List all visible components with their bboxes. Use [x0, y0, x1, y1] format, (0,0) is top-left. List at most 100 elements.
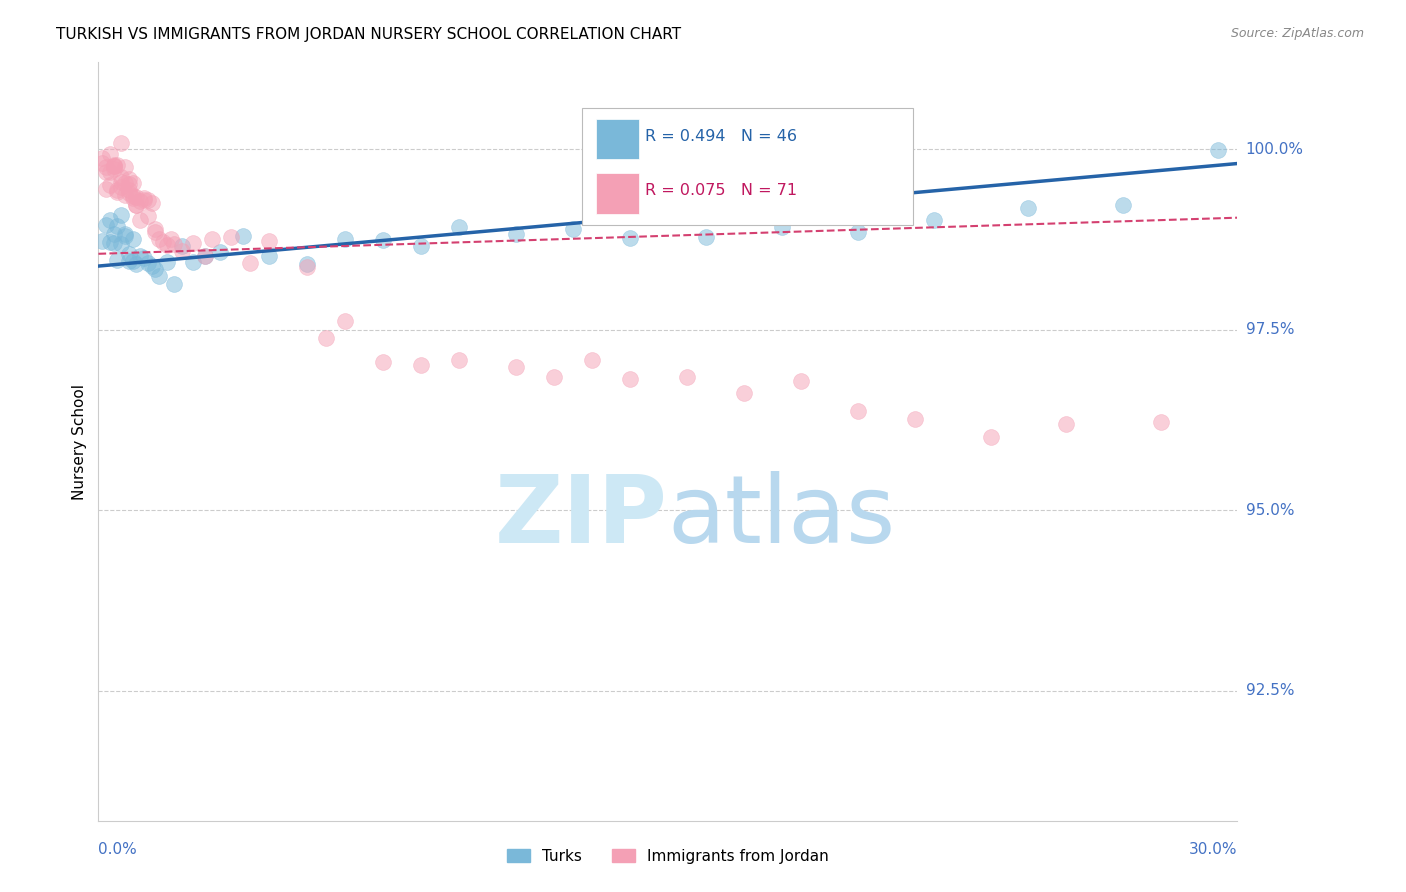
- Point: [259, 234, 281, 248]
- Point: [159, 232, 181, 246]
- Point: [129, 194, 152, 209]
- Point: [91, 234, 114, 248]
- Point: [1018, 201, 1040, 215]
- Point: [125, 198, 148, 212]
- Point: [335, 314, 357, 328]
- Point: [770, 220, 793, 235]
- Point: [505, 359, 527, 374]
- Point: [183, 236, 205, 251]
- Point: [581, 352, 603, 367]
- Legend: Turks, Immigrants from Jordan: Turks, Immigrants from Jordan: [501, 843, 835, 870]
- Point: [125, 190, 148, 204]
- Point: [145, 226, 167, 240]
- Point: [98, 178, 121, 192]
- Point: [121, 253, 143, 268]
- Point: [315, 331, 337, 345]
- Point: [103, 159, 125, 173]
- Point: [118, 253, 141, 268]
- Point: [790, 374, 813, 388]
- Y-axis label: Nursery School: Nursery School: [72, 384, 87, 500]
- Point: [141, 259, 163, 273]
- Point: [107, 186, 129, 200]
- Point: [259, 249, 281, 263]
- Point: [107, 158, 129, 172]
- Point: [118, 247, 141, 261]
- Point: [411, 238, 433, 252]
- Point: [103, 161, 125, 176]
- Point: [695, 229, 717, 244]
- Point: [1208, 144, 1230, 158]
- Point: [1056, 417, 1078, 431]
- Point: [107, 183, 129, 197]
- Point: [114, 160, 136, 174]
- Point: [129, 213, 152, 227]
- Point: [98, 165, 121, 179]
- Point: [239, 256, 262, 270]
- Point: [103, 227, 125, 242]
- Point: [543, 370, 565, 384]
- Point: [103, 235, 125, 250]
- Point: [91, 151, 114, 165]
- Point: [91, 155, 114, 169]
- FancyBboxPatch shape: [596, 119, 640, 160]
- Point: [136, 256, 159, 270]
- Point: [114, 227, 136, 241]
- Text: ZIP: ZIP: [495, 471, 668, 564]
- Point: [110, 169, 132, 184]
- Point: [103, 159, 125, 173]
- Point: [132, 251, 155, 265]
- Point: [194, 249, 217, 263]
- Point: [148, 232, 170, 246]
- Point: [411, 358, 433, 372]
- Point: [297, 256, 319, 270]
- Point: [335, 232, 357, 246]
- Point: [110, 208, 132, 222]
- Point: [505, 227, 527, 241]
- Point: [221, 229, 243, 244]
- Point: [152, 235, 174, 250]
- Point: [619, 371, 641, 385]
- Point: [232, 229, 254, 244]
- Text: 95.0%: 95.0%: [1246, 502, 1294, 517]
- Point: [156, 254, 179, 268]
- Point: [619, 231, 641, 245]
- Point: [94, 218, 117, 232]
- Point: [125, 198, 148, 212]
- Point: [94, 160, 117, 174]
- Text: 92.5%: 92.5%: [1246, 683, 1294, 698]
- Point: [114, 188, 136, 202]
- Point: [98, 235, 121, 249]
- Point: [121, 190, 143, 204]
- Point: [1150, 416, 1173, 430]
- FancyBboxPatch shape: [596, 173, 640, 214]
- Point: [148, 268, 170, 283]
- Point: [562, 222, 585, 236]
- Point: [118, 171, 141, 186]
- Point: [107, 253, 129, 268]
- Point: [107, 219, 129, 233]
- Point: [121, 189, 143, 203]
- Text: atlas: atlas: [668, 471, 896, 564]
- Text: R = 0.075   N = 71: R = 0.075 N = 71: [645, 183, 797, 198]
- Point: [183, 255, 205, 269]
- Point: [846, 404, 869, 418]
- Point: [132, 191, 155, 205]
- Point: [118, 186, 141, 201]
- Text: 100.0%: 100.0%: [1246, 142, 1303, 157]
- Point: [110, 236, 132, 251]
- Text: Source: ZipAtlas.com: Source: ZipAtlas.com: [1230, 27, 1364, 40]
- Point: [145, 261, 167, 276]
- Point: [129, 249, 152, 263]
- Point: [904, 411, 927, 425]
- Point: [141, 195, 163, 210]
- Point: [118, 183, 141, 197]
- Point: [110, 175, 132, 189]
- Point: [121, 176, 143, 190]
- FancyBboxPatch shape: [582, 108, 912, 226]
- Point: [922, 212, 945, 227]
- Point: [194, 249, 217, 263]
- Point: [1112, 198, 1135, 212]
- Point: [110, 180, 132, 194]
- Text: TURKISH VS IMMIGRANTS FROM JORDAN NURSERY SCHOOL CORRELATION CHART: TURKISH VS IMMIGRANTS FROM JORDAN NURSER…: [56, 27, 682, 42]
- Point: [170, 238, 193, 252]
